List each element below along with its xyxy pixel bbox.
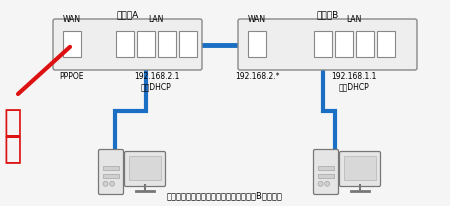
Text: 路由器A: 路由器A bbox=[117, 10, 139, 19]
Text: LAN: LAN bbox=[148, 15, 164, 24]
Circle shape bbox=[103, 181, 108, 186]
Text: PPPOE: PPPOE bbox=[60, 72, 84, 81]
Circle shape bbox=[324, 181, 329, 186]
Text: 外
网: 外 网 bbox=[3, 108, 21, 163]
Text: 两个无线路由器的连接方案一：把路由器B当成电脑: 两个无线路由器的连接方案一：把路由器B当成电脑 bbox=[167, 190, 283, 199]
Bar bbox=[179, 32, 197, 58]
Bar bbox=[344, 156, 376, 180]
Text: 192.168.1.1: 192.168.1.1 bbox=[331, 72, 377, 81]
FancyBboxPatch shape bbox=[339, 152, 381, 187]
Bar bbox=[318, 166, 334, 170]
Bar bbox=[104, 166, 119, 170]
Bar bbox=[129, 156, 161, 180]
Bar bbox=[314, 32, 332, 58]
Bar bbox=[116, 32, 134, 58]
Circle shape bbox=[110, 181, 115, 186]
Text: WAN: WAN bbox=[248, 15, 266, 24]
Text: 192.168.2.1: 192.168.2.1 bbox=[134, 72, 179, 81]
Text: 打开DHCP: 打开DHCP bbox=[338, 82, 369, 91]
FancyBboxPatch shape bbox=[125, 152, 166, 187]
Bar bbox=[63, 32, 81, 58]
Text: 打开DHCP: 打开DHCP bbox=[141, 82, 172, 91]
Bar bbox=[137, 32, 155, 58]
Bar bbox=[318, 174, 334, 178]
FancyBboxPatch shape bbox=[53, 20, 202, 71]
Bar bbox=[158, 32, 176, 58]
Bar bbox=[104, 174, 119, 178]
FancyBboxPatch shape bbox=[238, 20, 417, 71]
Text: LAN: LAN bbox=[346, 15, 362, 24]
Text: 192.168.2.*: 192.168.2.* bbox=[235, 72, 279, 81]
FancyBboxPatch shape bbox=[314, 150, 338, 194]
Bar bbox=[377, 32, 395, 58]
FancyBboxPatch shape bbox=[99, 150, 123, 194]
Bar bbox=[334, 32, 352, 58]
Text: WAN: WAN bbox=[63, 15, 81, 24]
Bar bbox=[248, 32, 266, 58]
Bar bbox=[356, 32, 373, 58]
Circle shape bbox=[318, 181, 323, 186]
Text: 路由器B: 路由器B bbox=[316, 10, 338, 19]
